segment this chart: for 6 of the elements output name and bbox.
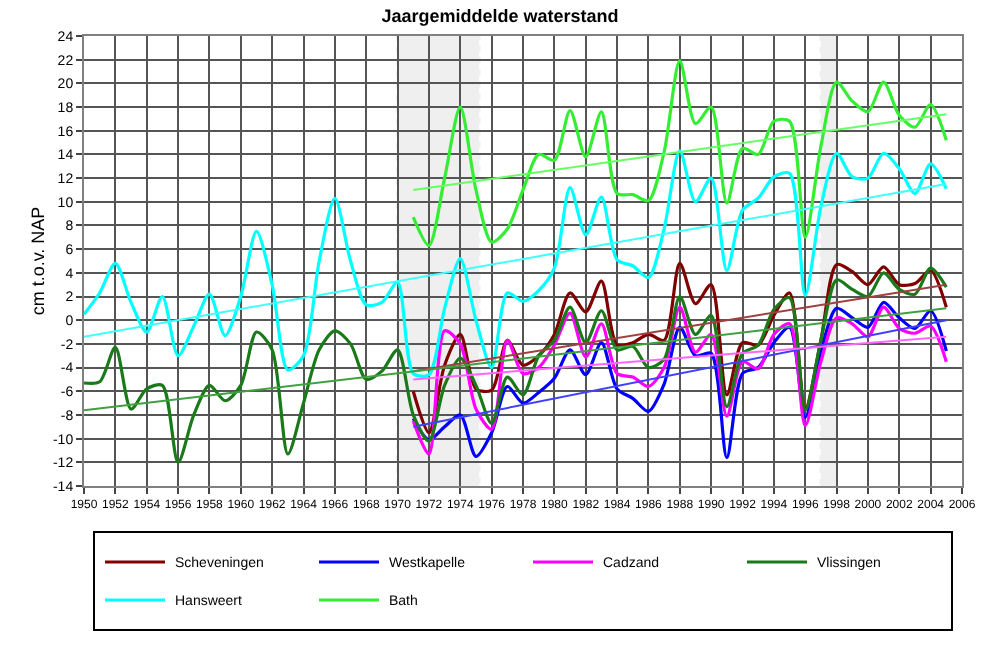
line-series: [411, 261, 948, 435]
chart-title: Jaargemiddelde waterstand: [381, 6, 619, 27]
line-series: [84, 149, 948, 378]
line-series: [84, 266, 948, 464]
y-axis-title: cm t.o.v. NAP: [27, 206, 48, 316]
line-series: [411, 59, 948, 248]
